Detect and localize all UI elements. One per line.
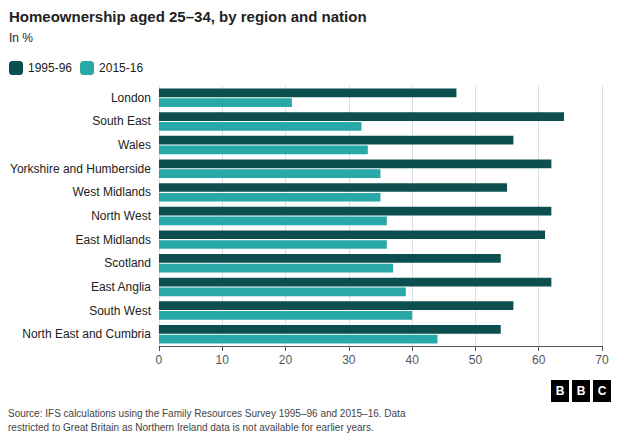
svg-text:0: 0 (156, 353, 163, 367)
svg-text:North West: North West (91, 209, 151, 223)
svg-text:40: 40 (405, 353, 419, 367)
svg-text:Source: IFS calculations using: Source: IFS calculations using the Famil… (8, 408, 406, 419)
svg-text:restricted to Great Britain as: restricted to Great Britain as Northern … (8, 422, 374, 433)
svg-text:Yorkshire and Humberside: Yorkshire and Humberside (10, 162, 151, 176)
svg-text:South West: South West (89, 304, 151, 318)
svg-text:B: B (556, 384, 565, 398)
svg-text:1995-96: 1995-96 (28, 61, 72, 75)
svg-text:70: 70 (595, 353, 609, 367)
svg-text:East Anglia: East Anglia (91, 280, 151, 294)
svg-text:Wales: Wales (118, 138, 151, 152)
svg-text:West Midlands: West Midlands (72, 185, 150, 199)
svg-text:North East and Cumbria: North East and Cumbria (22, 327, 151, 341)
svg-text:30: 30 (342, 353, 356, 367)
svg-text:10: 10 (216, 353, 230, 367)
svg-text:20: 20 (279, 353, 293, 367)
svg-text:C: C (598, 384, 607, 398)
svg-text:2015-16: 2015-16 (99, 61, 143, 75)
svg-text:East Midlands: East Midlands (76, 233, 151, 247)
svg-text:B: B (577, 384, 586, 398)
svg-text:In %: In % (9, 31, 33, 45)
svg-text:50: 50 (469, 353, 483, 367)
svg-text:Scotland: Scotland (104, 256, 151, 270)
svg-text:London: London (111, 91, 151, 105)
svg-text:60: 60 (532, 353, 546, 367)
svg-text:Homeownership aged 25–34, by r: Homeownership aged 25–34, by region and … (9, 8, 367, 25)
svg-text:South East: South East (92, 114, 151, 128)
